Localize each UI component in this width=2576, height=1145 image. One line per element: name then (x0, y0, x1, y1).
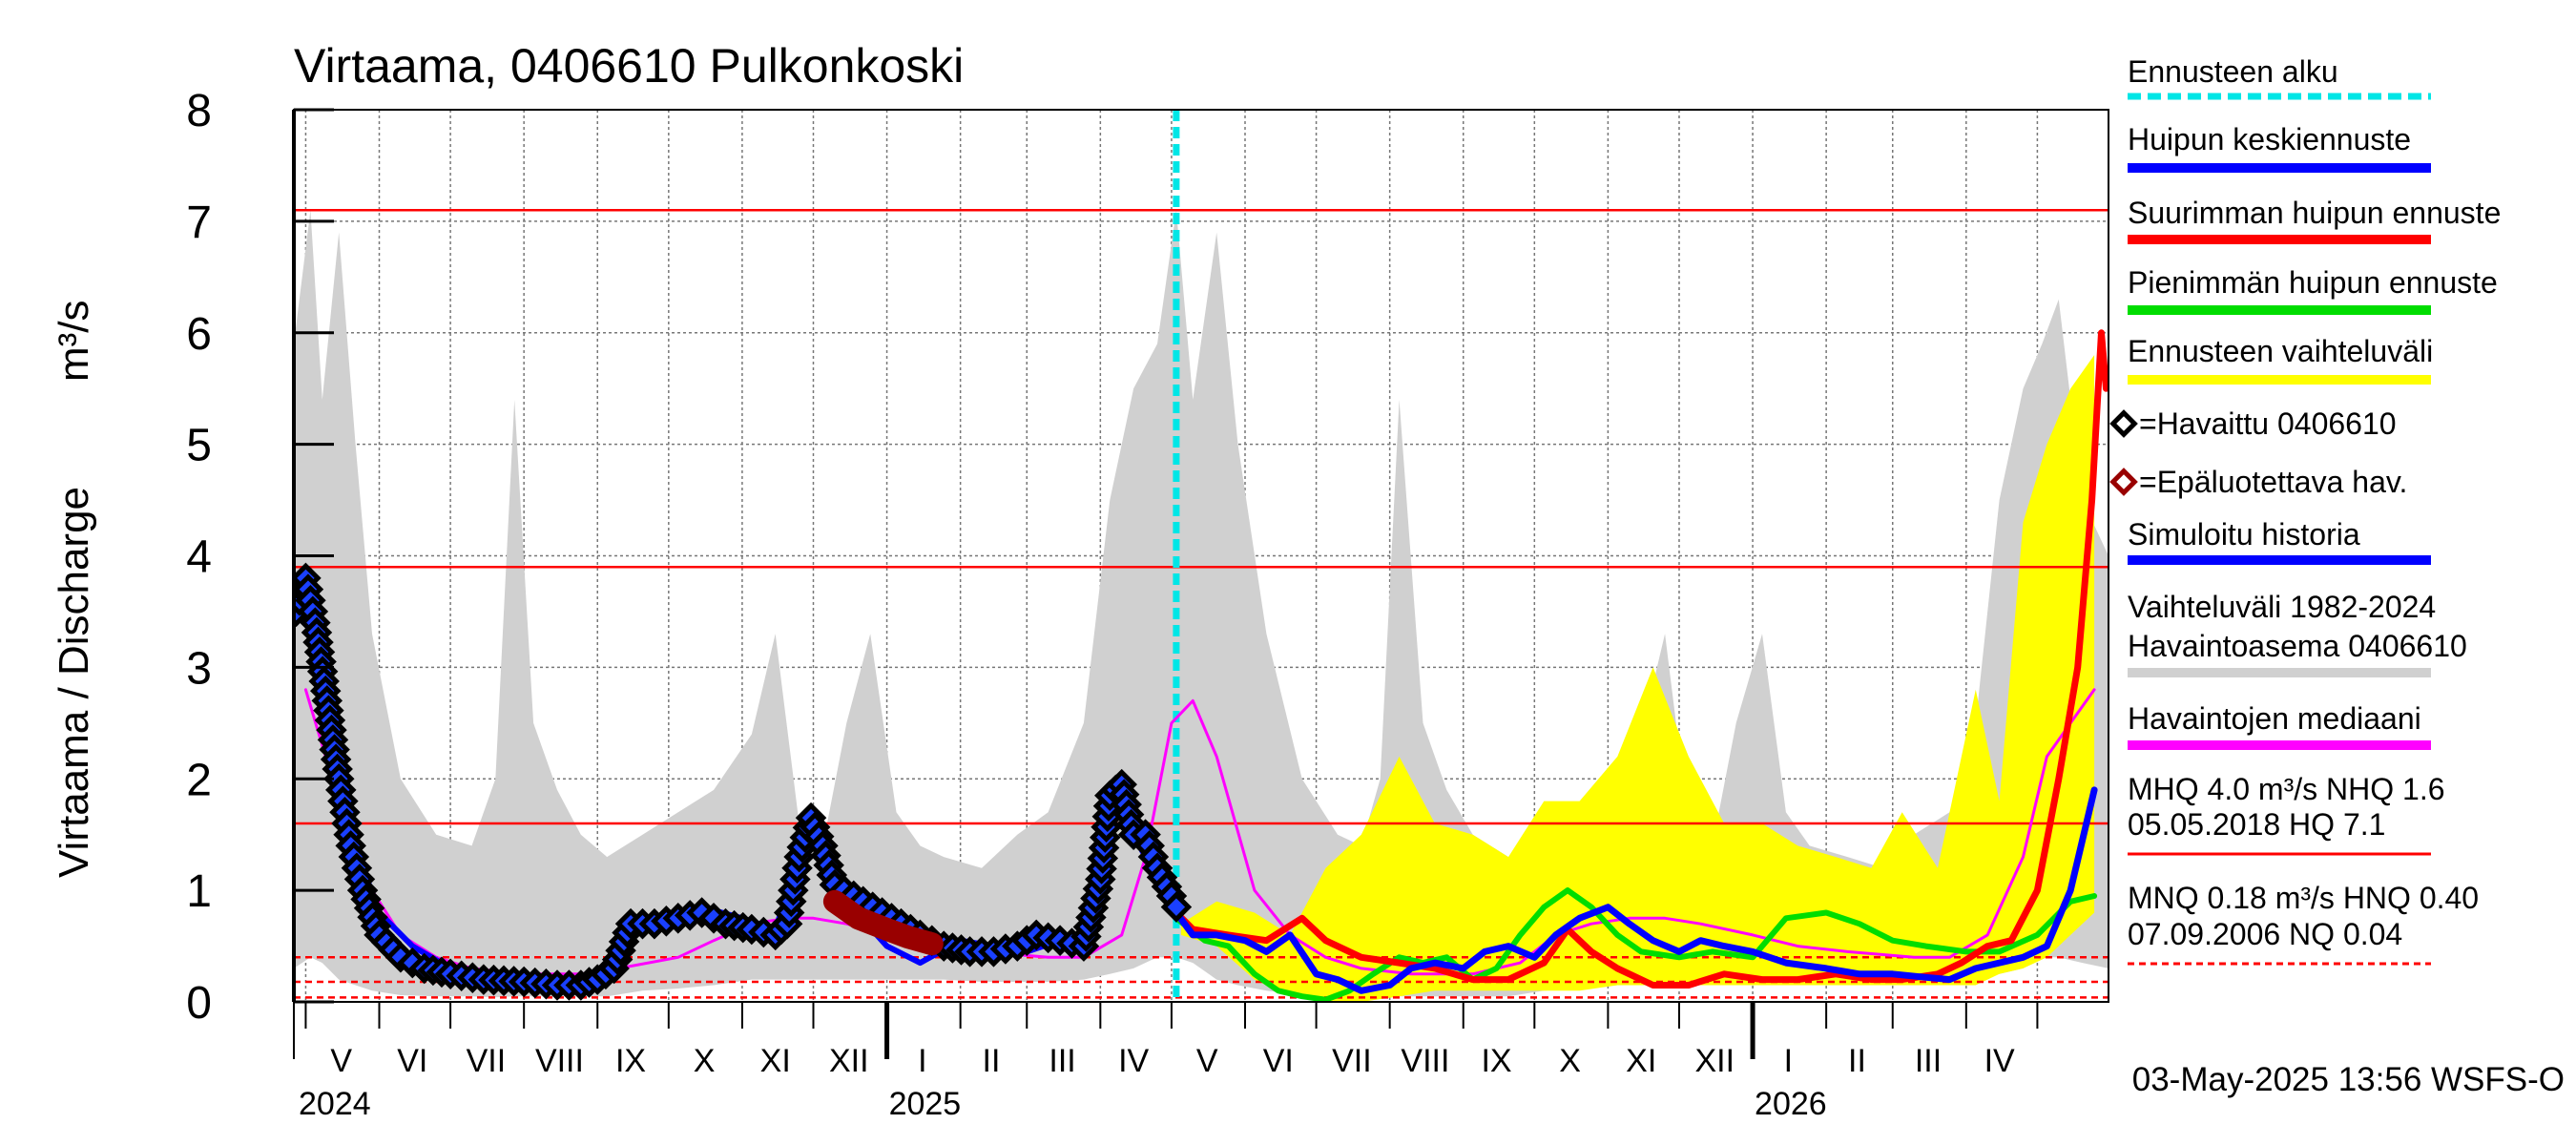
month-label: IX (615, 1043, 646, 1079)
plot-series (294, 110, 2109, 1002)
month-label: V (1196, 1043, 1218, 1079)
legend-label: 05.05.2018 HQ 7.1 (2128, 807, 2385, 842)
legend-label: MNQ 0.18 m³/s HNQ 0.40 (2128, 881, 2479, 915)
series-suurimman-huipun-ennuste (1173, 329, 2109, 989)
y-tick-label: 7 (186, 198, 212, 248)
month-label: III (1915, 1043, 1942, 1079)
month-label: VI (397, 1043, 427, 1079)
month-label: VI (1263, 1043, 1294, 1079)
y-tick-label: 0 (186, 978, 212, 1029)
y-axis-unit: m³/s (51, 300, 97, 382)
y-tick-label: 5 (186, 421, 212, 471)
chart-title: Virtaama, 0406610 Pulkonkoski (294, 39, 964, 93)
month-label: III (1049, 1043, 1075, 1079)
legend-label: MHQ 4.0 m³/s NHQ 1.6 (2128, 772, 2445, 806)
month-label: VIII (535, 1043, 584, 1079)
y-tick-label: 3 (186, 643, 212, 694)
legend-label: Huipun keskiennuste (2128, 122, 2411, 156)
observed-marker (1160, 891, 1193, 923)
legend-label: Simuloitu historia (2128, 517, 2360, 552)
month-label: IX (1481, 1043, 1511, 1079)
y-tick-label: 6 (186, 309, 212, 360)
legend-label: Pienimmän huipun ennuste (2128, 265, 2498, 300)
month-label: VII (467, 1043, 507, 1079)
month-label: VIII (1401, 1043, 1449, 1079)
month-label: II (1848, 1043, 1866, 1079)
y-tick-label: 1 (186, 866, 212, 917)
month-label: I (1784, 1043, 1793, 1079)
month-label: XII (829, 1043, 869, 1079)
legend-label: Ennusteen alku (2128, 54, 2338, 89)
y-tick-label: 2 (186, 755, 212, 805)
y-tick-label: 4 (186, 532, 212, 583)
plot-area (294, 110, 2109, 1002)
legend-marker (2109, 409, 2138, 438)
month-label: VII (1332, 1043, 1372, 1079)
legend-label: Havaintoasema 0406610 (2128, 629, 2467, 663)
legend-label: Suurimman huipun ennuste (2128, 196, 2501, 230)
month-label: IV (1984, 1043, 2015, 1079)
y-axis-label: Virtaama / Discharge (51, 487, 97, 878)
legend-label: Ennusteen vaihteluväli (2128, 334, 2433, 368)
legend-label: 07.09.2006 NQ 0.04 (2128, 917, 2402, 951)
month-label: XI (760, 1043, 791, 1079)
legend-label: =Epäluotettava hav. (2139, 465, 2407, 499)
year-label: 2024 (299, 1086, 371, 1122)
y-tick-label: 8 (186, 86, 212, 136)
month-label: II (983, 1043, 1001, 1079)
month-label: X (1559, 1043, 1581, 1079)
series-pienimm-n-huipun-ennuste (1173, 887, 2098, 1002)
month-label: IV (1118, 1043, 1149, 1079)
series-huipun-keskiennuste (1173, 786, 2098, 994)
legend-label: Vaihteluväli 1982-2024 (2128, 590, 2436, 624)
legend: Ennusteen alku Huipun keskiennuste Suurimm… (2109, 54, 2501, 966)
band-ennusteen-vaihteluv-li (1180, 355, 2095, 1002)
year-label: 2026 (1755, 1086, 1827, 1122)
month-label: I (918, 1043, 926, 1079)
legend-marker (2109, 468, 2138, 496)
series-unreliable-observed (822, 889, 944, 956)
footer-timestamp: 03-May-2025 13:56 WSFS-O (2132, 1061, 2565, 1098)
legend-label: Havaintojen mediaani (2128, 701, 2421, 736)
month-label: XI (1626, 1043, 1656, 1079)
year-label: 2025 (889, 1086, 962, 1122)
month-label: X (694, 1043, 716, 1079)
month-label: XII (1694, 1043, 1735, 1079)
legend-label: =Havaittu 0406610 (2139, 406, 2397, 441)
month-label: V (330, 1043, 352, 1079)
